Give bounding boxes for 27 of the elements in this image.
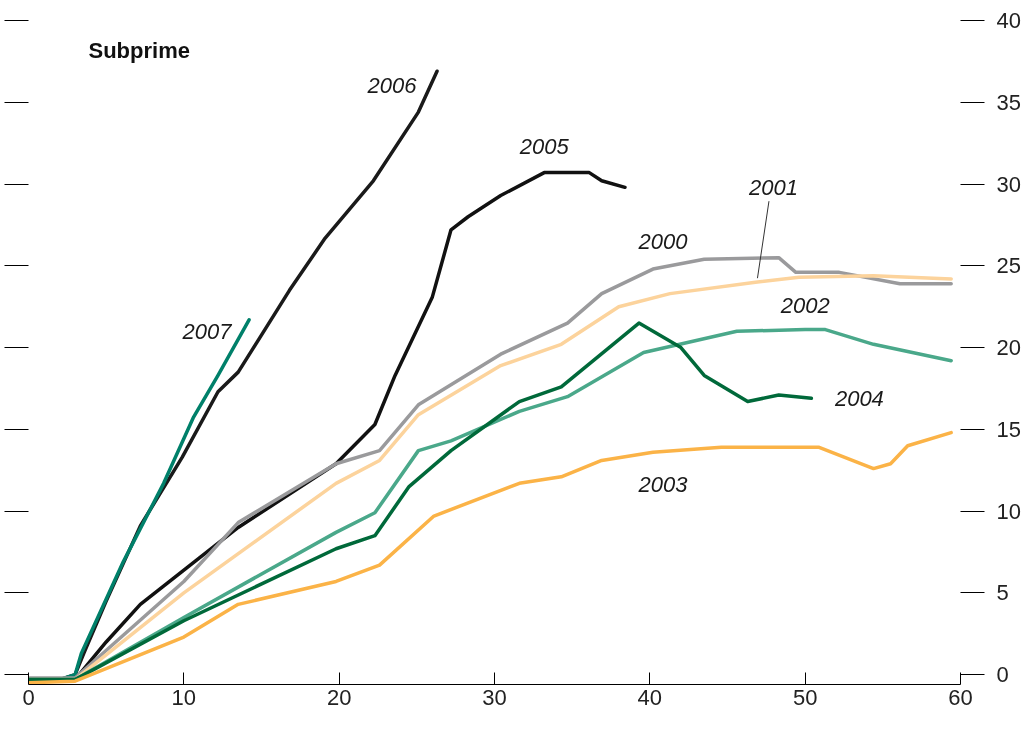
series-label: 2000 (637, 228, 689, 254)
y-tick-label: 25 (996, 253, 1021, 279)
x-tick-label: 40 (637, 684, 663, 710)
text: 2001 (747, 174, 798, 200)
y-tick-label: 35 (996, 89, 1021, 115)
y-tick-label: 20 (996, 335, 1021, 361)
x-tick-label: 30 (482, 684, 507, 710)
series-label: 2002 (779, 293, 830, 319)
text: Subprime (88, 38, 190, 63)
y-tick-label: 0 (996, 662, 1009, 688)
series-label: 2006 (366, 72, 418, 98)
y-tick-label: 5 (996, 580, 1009, 606)
x-tick-label: 10 (171, 684, 197, 710)
x-tick-label: 60 (948, 684, 973, 710)
series-label: 2003 (637, 471, 689, 497)
y-tick-label: 15 (996, 416, 1021, 442)
series-label: 2004 (833, 385, 884, 411)
x-tick-label: 20 (326, 684, 352, 710)
line-series (28, 430, 953, 685)
series-label: 2005 (518, 134, 570, 160)
x-tick-label: 0 (22, 684, 35, 710)
y-tick-label: 10 (996, 498, 1021, 524)
y-tick-label: 40 (996, 8, 1021, 33)
line-series (28, 321, 814, 682)
x-tick-label: 50 (792, 684, 818, 710)
series-label: 2007 (181, 319, 233, 345)
y-tick-label: 30 (996, 171, 1021, 197)
